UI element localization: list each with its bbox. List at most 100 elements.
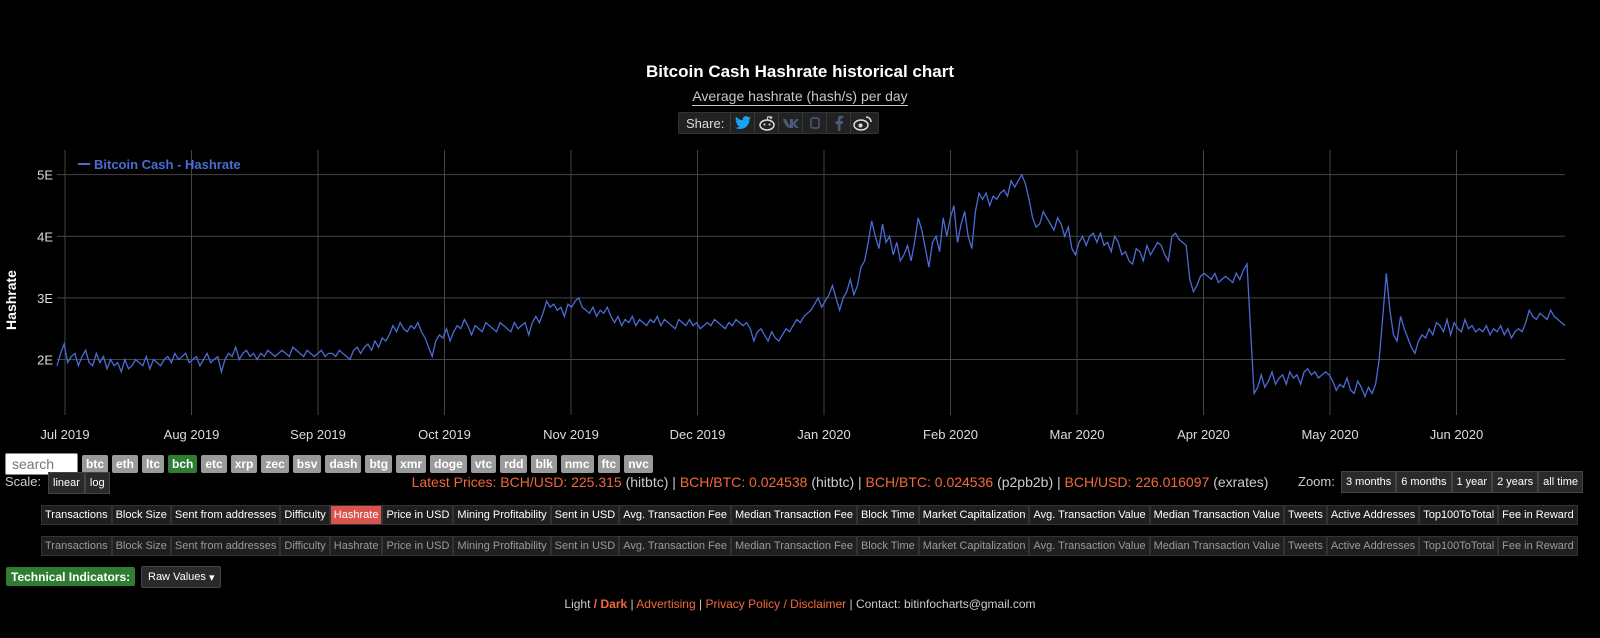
x-tick-label: Sep 2019 [290, 427, 346, 442]
zoom-2-years-button[interactable]: 2 years [1492, 471, 1539, 493]
tab-sent-from-addresses[interactable]: Sent from addresses [170, 505, 281, 525]
price-source: (p2pb2b) [997, 474, 1054, 490]
x-tick-label: May 2020 [1301, 427, 1358, 442]
tab-market-capitalization[interactable]: Market Capitalization [918, 536, 1030, 556]
tab-active-addresses[interactable]: Active Addresses [1326, 505, 1420, 525]
coin-zec[interactable]: zec [261, 455, 289, 473]
x-tick-label: Oct 2019 [418, 427, 471, 442]
tab-active-addresses[interactable]: Active Addresses [1326, 536, 1420, 556]
tab-avg-transaction-fee[interactable]: Avg. Transaction Fee [619, 505, 731, 525]
coin-ltc[interactable]: ltc [142, 455, 165, 473]
zoom-6-months-button[interactable]: 6 months [1396, 471, 1452, 493]
share-bar: Share: [678, 112, 880, 134]
y-tick-label: 5E [37, 168, 53, 183]
price-source: (hitbtc) [811, 474, 855, 490]
price-bch-btc-p2pb2b: BCH/BTC: 0.024536 [865, 474, 994, 490]
chart-subtitle[interactable]: Average hashrate (hash/s) per day [692, 88, 908, 106]
tab-fee-in-reward[interactable]: Fee in Reward [1498, 536, 1578, 556]
search-input[interactable] [5, 453, 78, 475]
price-source: (hitbtc) [625, 474, 669, 490]
footer-privacy-link[interactable]: Privacy Policy / Disclaimer [705, 597, 847, 611]
tab-block-size[interactable]: Block Size [111, 536, 171, 556]
footer-advertising-link[interactable]: Advertising [636, 597, 696, 611]
coin-eth[interactable]: eth [112, 455, 138, 473]
tab-block-time[interactable]: Block Time [856, 505, 919, 525]
scale-label: Scale: [5, 474, 42, 489]
hashrate-chart[interactable]: 2E 3E 4E 5E Jul 2019 Aug 2019 Sep 2019 Oct 2019… [0, 150, 1600, 450]
odnoklassniki-icon[interactable] [802, 113, 826, 133]
tab-top100tototal[interactable]: Top100ToTotal [1419, 505, 1499, 525]
vk-icon[interactable] [778, 113, 802, 133]
coin-etc[interactable]: etc [201, 455, 227, 473]
x-tick-label: Jun 2020 [1430, 427, 1484, 442]
price-bch-btc-hitbtc: BCH/BTC: 0.024538 [679, 474, 808, 490]
tab-sent-in-usd[interactable]: Sent in USD [550, 505, 620, 525]
tab-sent-from-addresses[interactable]: Sent from addresses [170, 536, 281, 556]
tab-transactions[interactable]: Transactions [41, 536, 112, 556]
facebook-icon[interactable] [826, 113, 850, 133]
tab-difficulty[interactable]: Difficulty [280, 505, 330, 525]
weibo-icon[interactable] [850, 113, 874, 133]
coin-btc[interactable]: btc [82, 455, 108, 473]
tab-price-in-usd[interactable]: Price in USD [382, 536, 454, 556]
tab-avg-transaction-value[interactable]: Avg. Transaction Value [1029, 505, 1150, 525]
price-bch-usd-exrates: BCH/USD: 226.016097 [1064, 474, 1210, 490]
zoom-3-months-button[interactable]: 3 months [1341, 471, 1397, 493]
tab-difficulty[interactable]: Difficulty [280, 536, 330, 556]
tab-median-transaction-fee[interactable]: Median Transaction Fee [730, 536, 857, 556]
coin-bch[interactable]: bch [168, 455, 198, 473]
coin-doge[interactable]: doge [430, 455, 467, 473]
tab-median-transaction-value[interactable]: Median Transaction Value [1149, 505, 1284, 525]
zoom-all-time-button[interactable]: all time [1538, 471, 1583, 493]
tab-top100tototal[interactable]: Top100ToTotal [1419, 536, 1499, 556]
footer-light-link[interactable]: Light [564, 597, 591, 611]
tab-mining-profitability[interactable]: Mining Profitability [453, 505, 551, 525]
chevron-down-icon: ▾ [208, 571, 215, 584]
tab-market-capitalization[interactable]: Market Capitalization [918, 505, 1030, 525]
coin-nmc[interactable]: nmc [560, 455, 594, 473]
coin-btg[interactable]: btg [365, 455, 393, 473]
tab-price-in-usd[interactable]: Price in USD [382, 505, 454, 525]
tab-block-size[interactable]: Block Size [111, 505, 171, 525]
tab-fee-in-reward[interactable]: Fee in Reward [1498, 505, 1578, 525]
tab-sent-in-usd[interactable]: Sent in USD [550, 536, 620, 556]
tab-tweets[interactable]: Tweets [1283, 505, 1327, 525]
scale-linear-button[interactable]: linear [48, 472, 85, 494]
tab-hashrate[interactable]: Hashrate [329, 505, 383, 525]
coin-rdd[interactable]: rdd [500, 455, 528, 473]
x-tick-label: Jan 2020 [797, 427, 851, 442]
coin-bsv[interactable]: bsv [292, 455, 322, 473]
tab-avg-transaction-fee[interactable]: Avg. Transaction Fee [619, 536, 731, 556]
x-tick-label: Jul 2019 [40, 427, 89, 442]
tab-transactions[interactable]: Transactions [41, 505, 112, 525]
share-label: Share: [686, 115, 725, 131]
latest-prices: Latest Prices: BCH/USD: 225.315 (hitbtc)… [411, 474, 1269, 490]
tab-median-transaction-value[interactable]: Median Transaction Value [1149, 536, 1284, 556]
reddit-icon[interactable] [754, 113, 778, 133]
zoom-1-year-button[interactable]: 1 year [1451, 471, 1493, 493]
coin-ftc[interactable]: ftc [597, 455, 621, 473]
tab-hashrate[interactable]: Hashrate [329, 536, 383, 556]
twitter-icon[interactable] [730, 113, 754, 133]
technical-indicators-select[interactable]: Raw Values ▾ [141, 566, 222, 588]
tab-block-time[interactable]: Block Time [856, 536, 919, 556]
tab-mining-profitability[interactable]: Mining Profitability [453, 536, 551, 556]
coin-xmr[interactable]: xmr [396, 455, 427, 473]
x-tick-label: Feb 2020 [923, 427, 978, 442]
chart-title: Bitcoin Cash Hashrate historical chart [646, 62, 954, 81]
price-source: (exrates) [1213, 474, 1269, 490]
coin-dash[interactable]: dash [325, 455, 362, 473]
coin-blk[interactable]: blk [531, 455, 557, 473]
coin-xrp[interactable]: xrp [230, 455, 258, 473]
tab-tweets[interactable]: Tweets [1283, 536, 1327, 556]
coin-nvc[interactable]: nvc [624, 455, 653, 473]
coin-vtc[interactable]: vtc [470, 455, 497, 473]
footer-dark-link[interactable]: Dark [600, 597, 628, 611]
x-tick-label: Aug 2019 [164, 427, 220, 442]
tab-avg-transaction-value[interactable]: Avg. Transaction Value [1029, 536, 1150, 556]
technical-indicators-label: Technical Indicators: [6, 567, 136, 586]
zoom-label: Zoom: [1298, 474, 1335, 489]
tab-median-transaction-fee[interactable]: Median Transaction Fee [730, 505, 857, 525]
scale-log-button[interactable]: log [84, 472, 110, 494]
y-tick-label: 4E [37, 229, 53, 244]
